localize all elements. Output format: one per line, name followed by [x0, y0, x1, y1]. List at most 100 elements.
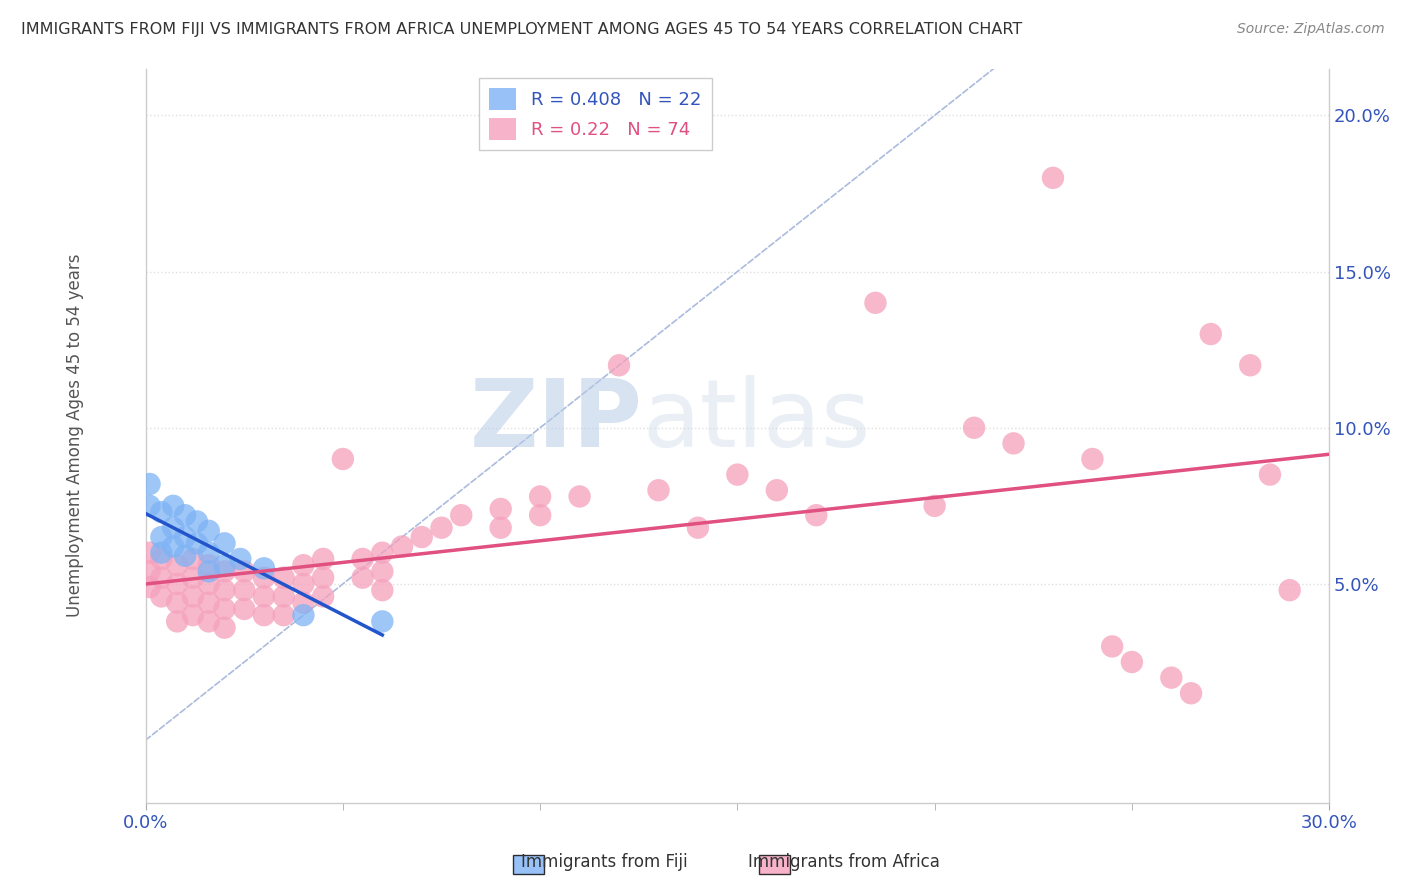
- Text: Source: ZipAtlas.com: Source: ZipAtlas.com: [1237, 22, 1385, 37]
- Point: [489, 521, 512, 535]
- Point: [371, 565, 394, 579]
- Point: [233, 565, 256, 579]
- Point: [253, 590, 276, 604]
- Point: [766, 483, 789, 498]
- Point: [166, 615, 188, 629]
- Point: [963, 421, 986, 435]
- Point: [1042, 170, 1064, 185]
- Point: [181, 552, 204, 566]
- Point: [150, 505, 173, 519]
- Point: [647, 483, 669, 498]
- Point: [371, 615, 394, 629]
- Point: [292, 596, 315, 610]
- Point: [174, 530, 197, 544]
- Point: [186, 536, 208, 550]
- Point: [138, 565, 160, 579]
- Point: [166, 596, 188, 610]
- Point: [181, 590, 204, 604]
- Point: [214, 621, 236, 635]
- Point: [1180, 686, 1202, 700]
- Point: [725, 467, 748, 482]
- Point: [489, 502, 512, 516]
- Point: [181, 571, 204, 585]
- Point: [332, 452, 354, 467]
- Legend: R = 0.408   N = 22, R = 0.22   N = 74: R = 0.408 N = 22, R = 0.22 N = 74: [478, 78, 713, 151]
- Point: [865, 295, 887, 310]
- Point: [150, 530, 173, 544]
- Text: Unemployment Among Ages 45 to 54 years: Unemployment Among Ages 45 to 54 years: [66, 254, 83, 617]
- Point: [214, 536, 236, 550]
- Point: [162, 521, 184, 535]
- Point: [1239, 358, 1261, 372]
- Point: [214, 602, 236, 616]
- Point: [138, 477, 160, 491]
- Point: [529, 490, 551, 504]
- Point: [197, 577, 219, 591]
- Point: [292, 608, 315, 623]
- Text: IMMIGRANTS FROM FIJI VS IMMIGRANTS FROM AFRICA UNEMPLOYMENT AMONG AGES 45 TO 54 : IMMIGRANTS FROM FIJI VS IMMIGRANTS FROM …: [21, 22, 1022, 37]
- Point: [186, 515, 208, 529]
- Point: [197, 565, 219, 579]
- Point: [568, 490, 591, 504]
- Point: [181, 608, 204, 623]
- Text: Immigrants from Africa: Immigrants from Africa: [748, 853, 939, 871]
- Point: [352, 571, 374, 585]
- Point: [529, 508, 551, 523]
- Point: [686, 521, 709, 535]
- Point: [371, 546, 394, 560]
- Point: [1199, 326, 1222, 341]
- Point: [233, 602, 256, 616]
- Point: [214, 565, 236, 579]
- Point: [273, 571, 295, 585]
- Point: [138, 499, 160, 513]
- Point: [352, 552, 374, 566]
- Point: [430, 521, 453, 535]
- Point: [197, 596, 219, 610]
- Point: [292, 577, 315, 591]
- Point: [292, 558, 315, 573]
- Point: [1002, 436, 1025, 450]
- Point: [253, 571, 276, 585]
- Point: [312, 552, 335, 566]
- Point: [197, 558, 219, 573]
- Point: [391, 540, 413, 554]
- Point: [1101, 640, 1123, 654]
- Point: [229, 552, 252, 566]
- Point: [150, 552, 173, 566]
- Point: [1258, 467, 1281, 482]
- Point: [162, 540, 184, 554]
- Point: [253, 561, 276, 575]
- Point: [150, 590, 173, 604]
- Point: [150, 546, 173, 560]
- Text: Immigrants from Fiji: Immigrants from Fiji: [522, 853, 688, 871]
- Point: [197, 546, 219, 560]
- Point: [233, 583, 256, 598]
- Text: ZIP: ZIP: [470, 375, 643, 467]
- Point: [312, 571, 335, 585]
- Point: [166, 558, 188, 573]
- Point: [273, 590, 295, 604]
- Point: [174, 508, 197, 523]
- Point: [1278, 583, 1301, 598]
- Point: [174, 549, 197, 563]
- Point: [214, 558, 236, 573]
- Point: [411, 530, 433, 544]
- Point: [166, 577, 188, 591]
- Point: [197, 615, 219, 629]
- Point: [150, 571, 173, 585]
- Point: [450, 508, 472, 523]
- Point: [273, 608, 295, 623]
- Point: [1160, 671, 1182, 685]
- Point: [924, 499, 946, 513]
- Text: atlas: atlas: [643, 375, 870, 467]
- Point: [138, 546, 160, 560]
- Point: [162, 499, 184, 513]
- Point: [607, 358, 630, 372]
- Point: [371, 583, 394, 598]
- Point: [312, 590, 335, 604]
- Point: [138, 580, 160, 594]
- Point: [253, 608, 276, 623]
- Point: [1121, 655, 1143, 669]
- Point: [806, 508, 828, 523]
- Point: [1081, 452, 1104, 467]
